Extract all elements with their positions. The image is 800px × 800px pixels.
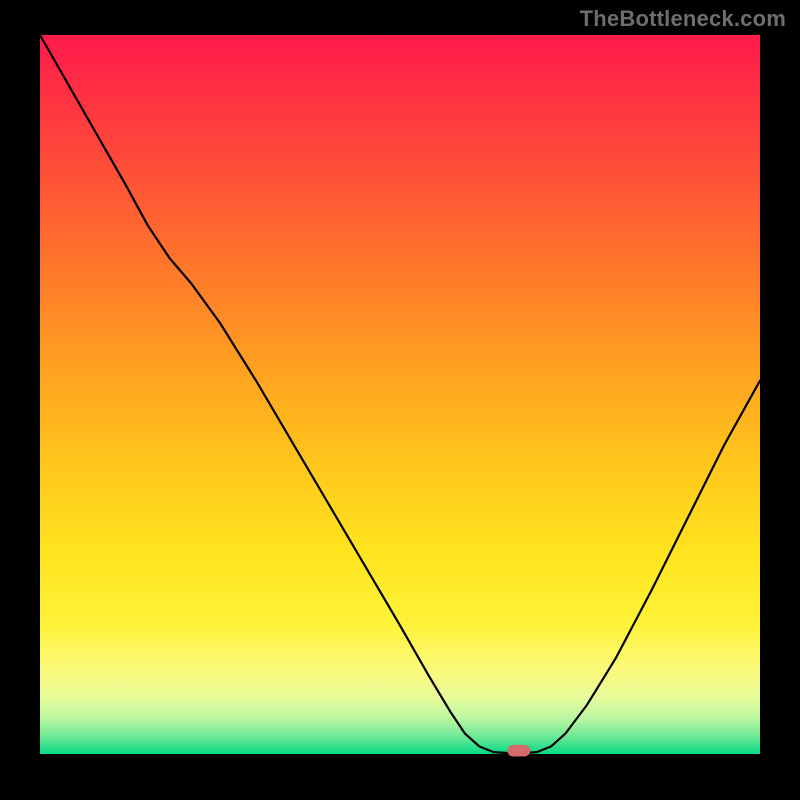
bottleneck-chart: [0, 0, 800, 800]
source-watermark: TheBottleneck.com: [580, 6, 786, 32]
gradient-background: [40, 35, 760, 755]
optimal-marker: [507, 745, 530, 757]
chart-container: TheBottleneck.com: [0, 0, 800, 800]
